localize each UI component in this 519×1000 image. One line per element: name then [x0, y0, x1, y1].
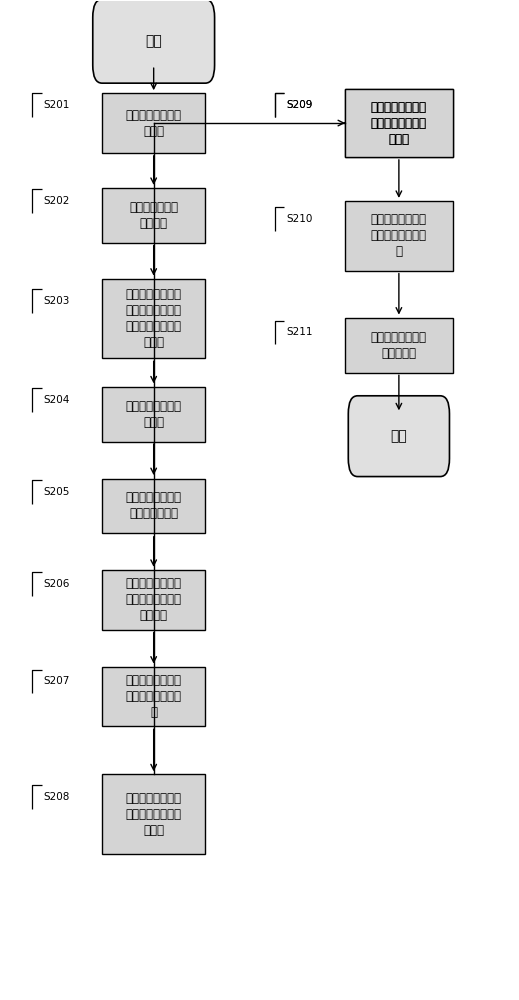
- Text: S202: S202: [44, 196, 70, 206]
- Bar: [102, 188, 206, 243]
- Text: 容错服务器发送登
录回复: 容错服务器发送登 录回复: [126, 400, 182, 429]
- Bar: [102, 93, 206, 153]
- Text: 结束: 结束: [390, 429, 407, 443]
- Bar: [102, 479, 206, 533]
- Text: S205: S205: [44, 487, 70, 497]
- Text: 容错客户端报告进
程启动结果: 容错客户端报告进 程启动结果: [371, 331, 427, 360]
- FancyBboxPatch shape: [93, 0, 214, 83]
- Text: 开始: 开始: [145, 34, 162, 48]
- Text: 容错客户端发送进
程状态异常信息给
服务器: 容错客户端发送进 程状态异常信息给 服务器: [371, 101, 427, 146]
- Text: S206: S206: [44, 579, 70, 589]
- Text: S209: S209: [286, 100, 313, 110]
- Text: 容错客户端发送
登录请求: 容错客户端发送 登录请求: [129, 201, 178, 230]
- Text: S209: S209: [286, 100, 313, 110]
- Bar: [345, 89, 453, 157]
- Text: 容错服务器接收并
更新容错客户端的
心跳信息: 容错服务器接收并 更新容错客户端的 心跳信息: [126, 577, 182, 622]
- Bar: [345, 89, 453, 157]
- Text: S211: S211: [286, 327, 313, 337]
- Bar: [345, 318, 453, 373]
- Bar: [345, 201, 453, 271]
- Text: 容错客户端监视其
查看的分布式进程
的状态: 容错客户端监视其 查看的分布式进程 的状态: [126, 792, 182, 837]
- Text: S207: S207: [44, 676, 70, 686]
- Text: 容错服务器接收并
验证客户端的登录
请求如通过更新相
应信息: 容错服务器接收并 验证客户端的登录 请求如通过更新相 应信息: [126, 288, 182, 349]
- Text: S210: S210: [286, 214, 313, 224]
- Text: S204: S204: [44, 395, 70, 405]
- Text: 容错服务器向客户
端发送心跳回复信
息: 容错服务器向客户 端发送心跳回复信 息: [126, 674, 182, 719]
- Text: 容错服务器收到进
程异常信息执行策
略: 容错服务器收到进 程异常信息执行策 略: [371, 213, 427, 258]
- FancyBboxPatch shape: [348, 396, 449, 477]
- Text: S203: S203: [44, 296, 70, 306]
- Text: 容错客户端向服务
器发送心跳信息: 容错客户端向服务 器发送心跳信息: [126, 491, 182, 520]
- Bar: [102, 279, 206, 358]
- Bar: [102, 667, 206, 726]
- Text: 容错客户端和服务
器就绪: 容错客户端和服务 器就绪: [126, 109, 182, 138]
- Bar: [102, 570, 206, 630]
- Bar: [102, 387, 206, 442]
- Text: 容错客户端发送进
程状态异常信息给
服务器: 容错客户端发送进 程状态异常信息给 服务器: [371, 101, 427, 146]
- Text: S201: S201: [44, 100, 70, 110]
- Bar: [102, 774, 206, 854]
- Text: S208: S208: [44, 792, 70, 802]
